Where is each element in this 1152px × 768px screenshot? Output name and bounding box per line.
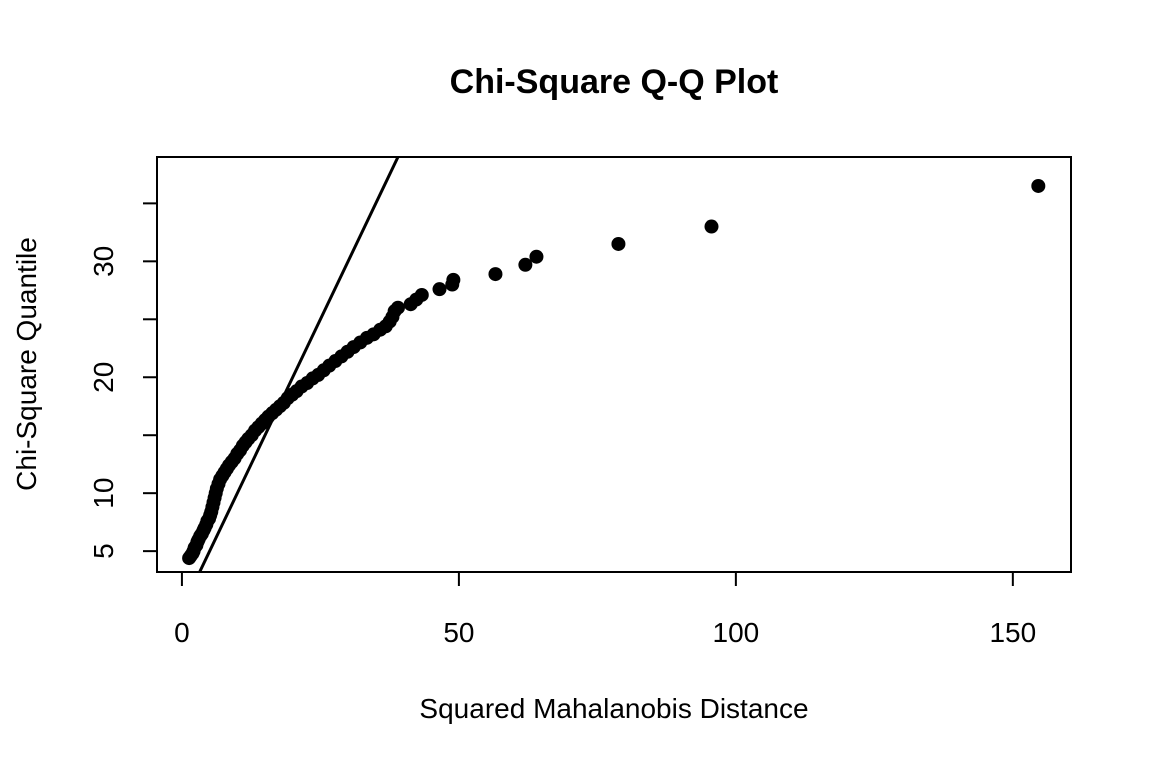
y-tick-label: 20 <box>88 362 119 393</box>
data-point <box>390 300 405 315</box>
y-tick-label: 10 <box>88 478 119 509</box>
y-tick-label: 30 <box>88 246 119 277</box>
x-tick-label: 100 <box>713 617 760 648</box>
y-axis: 5 10 20 30 <box>88 202 158 559</box>
y-tick-label: 5 <box>88 543 119 559</box>
data-point <box>414 287 429 302</box>
data-point <box>488 267 503 282</box>
data-point <box>446 272 461 287</box>
reference-line <box>197 157 400 572</box>
reference-line-group <box>197 157 400 572</box>
data-point <box>518 257 533 272</box>
data-point <box>432 282 447 297</box>
y-axis-label: Chi-Square Quantile <box>11 237 42 491</box>
data-points <box>182 178 1046 566</box>
x-axis-label: Squared Mahalanobis Distance <box>419 693 808 724</box>
x-tick-label: 0 <box>174 617 190 648</box>
x-axis: 0 50 100 150 <box>174 571 1036 648</box>
chart-title: Chi-Square Q-Q Plot <box>450 63 779 101</box>
data-point <box>704 219 719 234</box>
data-point <box>529 249 544 264</box>
x-tick-label: 50 <box>443 617 474 648</box>
data-point <box>1031 178 1046 193</box>
x-tick-label: 150 <box>989 617 1036 648</box>
data-point <box>611 236 626 251</box>
